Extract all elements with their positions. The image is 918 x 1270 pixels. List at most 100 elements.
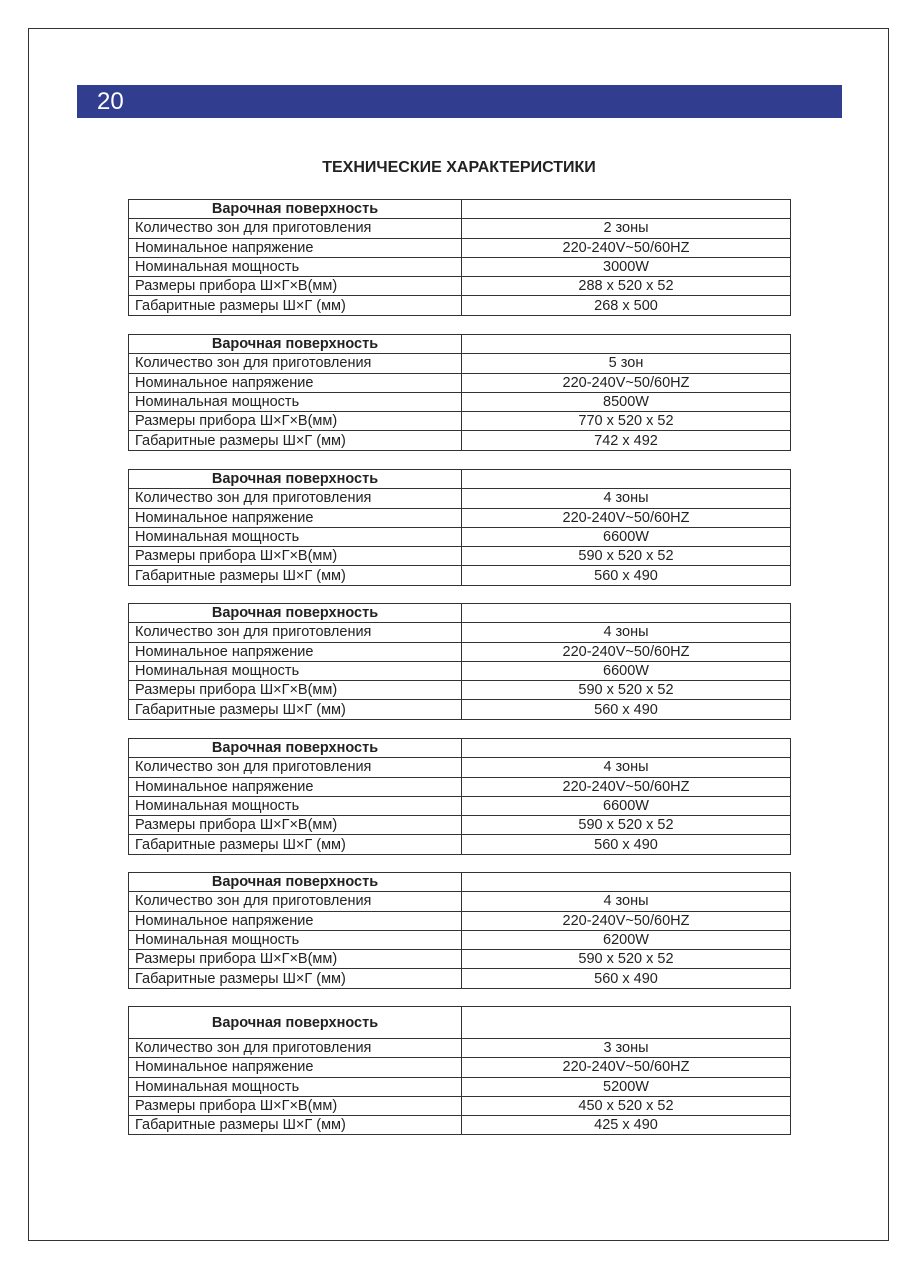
spec-value: 450 x 520 x 52: [461, 1095, 791, 1117]
spec-label: Номинальное напряжение: [128, 910, 462, 931]
table-header-row: Варочная поверхность: [128, 198, 791, 220]
spec-table: Варочная поверхность Количество зон для п…: [128, 198, 791, 316]
table-header-empty: [461, 602, 791, 624]
spec-table: Варочная поверхность Количество зон для п…: [128, 333, 791, 451]
table-header-empty: [461, 468, 791, 490]
spec-value: 8500W: [461, 391, 791, 413]
spec-label: Номинальная мощность: [128, 660, 462, 682]
table-row: Габаритные размеры Ш×Г (мм) 560 x 490: [128, 699, 791, 720]
spec-label: Габаритные размеры Ш×Г (мм): [128, 430, 462, 451]
spec-label: Количество зон для приготовления: [128, 488, 462, 509]
table-header-empty: [461, 333, 791, 355]
spec-value: 560 x 490: [461, 968, 791, 989]
spec-label: Номинальная мощность: [128, 929, 462, 951]
spec-label: Номинальное напряжение: [128, 372, 462, 393]
table-header-empty: [461, 198, 791, 220]
spec-table: Варочная поверхность Количество зон для п…: [128, 602, 791, 720]
page-header-band: 20: [77, 85, 842, 118]
table-row: Габаритные размеры Ш×Г (мм) 560 x 490: [128, 565, 791, 586]
spec-value: 220-240V~50/60HZ: [461, 641, 791, 662]
spec-value: 220-240V~50/60HZ: [461, 507, 791, 528]
spec-value: 288 x 520 x 52: [461, 276, 791, 297]
page-border: [28, 28, 889, 1241]
table-row: Количество зон для приготовления 4 зоны: [128, 891, 791, 912]
table-header: Варочная поверхность: [128, 333, 462, 355]
spec-value: 742 x 492: [461, 430, 791, 451]
spec-value: 6600W: [461, 795, 791, 817]
spec-label: Размеры прибора Ш×Г×В(мм): [128, 815, 462, 836]
spec-label: Количество зон для приготовления: [128, 218, 462, 239]
spec-label: Размеры прибора Ш×Г×В(мм): [128, 680, 462, 701]
table-row: Количество зон для приготовления 4 зоны: [128, 488, 791, 509]
spec-label: Номинальная мощность: [128, 526, 462, 548]
spec-value: 560 x 490: [461, 565, 791, 586]
table-row: Габаритные размеры Ш×Г (мм) 742 x 492: [128, 430, 791, 451]
spec-label: Номинальное напряжение: [128, 776, 462, 797]
table-row: Размеры прибора Ш×Г×В(мм) 590 x 520 x 52: [128, 546, 791, 567]
spec-table: Варочная поверхность Количество зон для п…: [128, 871, 791, 989]
table-row: Номинальная мощность 3000W: [128, 256, 791, 278]
table-row: Количество зон для приготовления 4 зоны: [128, 757, 791, 778]
spec-label: Габаритные размеры Ш×Г (мм): [128, 968, 462, 989]
table-row: Габаритные размеры Ш×Г (мм) 560 x 490: [128, 968, 791, 989]
spec-value: 4 зоны: [461, 622, 791, 643]
table-row: Номинальная мощность 6600W: [128, 795, 791, 817]
spec-value: 6200W: [461, 929, 791, 951]
table-row: Номинальное напряжение 220-240V~50/60HZ: [128, 910, 791, 931]
spec-label: Размеры прибора Ш×Г×В(мм): [128, 546, 462, 567]
table-row: Номинальная мощность 6200W: [128, 929, 791, 951]
table-row: Номинальное напряжение 220-240V~50/60HZ: [128, 1057, 791, 1078]
table-row: Размеры прибора Ш×Г×В(мм) 590 x 520 x 52: [128, 949, 791, 970]
table-row: Количество зон для приготовления 5 зон: [128, 353, 791, 374]
page-number: 20: [97, 88, 124, 115]
table-row: Номинальное напряжение 220-240V~50/60HZ: [128, 776, 791, 797]
spec-value: 2 зоны: [461, 218, 791, 239]
spec-label: Номинальная мощность: [128, 1076, 462, 1097]
spec-label: Номинальная мощность: [128, 256, 462, 278]
spec-label: Размеры прибора Ш×Г×В(мм): [128, 411, 462, 432]
spec-value: 770 x 520 x 52: [461, 411, 791, 432]
table-header-row: Варочная поверхность: [128, 602, 791, 624]
spec-value: 220-240V~50/60HZ: [461, 910, 791, 931]
spec-value: 560 x 490: [461, 834, 791, 855]
spec-value: 220-240V~50/60HZ: [461, 1057, 791, 1078]
spec-label: Габаритные размеры Ш×Г (мм): [128, 565, 462, 586]
table-header: Варочная поверхность: [128, 871, 462, 893]
spec-label: Количество зон для приготовления: [128, 891, 462, 912]
spec-value: 3000W: [461, 256, 791, 278]
spec-label: Габаритные размеры Ш×Г (мм): [128, 295, 462, 316]
spec-label: Номинальное напряжение: [128, 237, 462, 258]
spec-value: 6600W: [461, 526, 791, 548]
spec-value: 268 x 500: [461, 295, 791, 316]
spec-label: Размеры прибора Ш×Г×В(мм): [128, 1095, 462, 1117]
table-row: Габаритные размеры Ш×Г (мм) 425 x 490: [128, 1115, 791, 1136]
page-title: ТЕХНИЧЕСКИЕ ХАРАКТЕРИСТИКИ: [322, 159, 596, 176]
table-row: Номинальное напряжение 220-240V~50/60HZ: [128, 372, 791, 393]
spec-value: 4 зоны: [461, 488, 791, 509]
table-row: Размеры прибора Ш×Г×В(мм) 590 x 520 x 52: [128, 815, 791, 836]
spec-value: 425 x 490: [461, 1115, 791, 1136]
spec-table: Варочная поверхность Количество зон для п…: [128, 737, 791, 855]
table-row: Размеры прибора Ш×Г×В(мм) 590 x 520 x 52: [128, 680, 791, 701]
table-row: Номинальная мощность 5200W: [128, 1076, 791, 1097]
spec-value: 6600W: [461, 660, 791, 682]
table-row: Номинальное напряжение 220-240V~50/60HZ: [128, 237, 791, 258]
spec-label: Габаритные размеры Ш×Г (мм): [128, 834, 462, 855]
spec-value: 590 x 520 x 52: [461, 546, 791, 567]
table-header-row: Варочная поверхность: [128, 737, 791, 759]
table-header: Варочная поверхность: [128, 737, 462, 759]
spec-value: 590 x 520 x 52: [461, 949, 791, 970]
table-row: Номинальное напряжение 220-240V~50/60HZ: [128, 641, 791, 662]
spec-value: 3 зоны: [461, 1037, 791, 1059]
spec-value: 560 x 490: [461, 699, 791, 720]
table-row: Размеры прибора Ш×Г×В(мм) 288 x 520 x 52: [128, 276, 791, 297]
spec-label: Габаритные размеры Ш×Г (мм): [128, 699, 462, 720]
spec-value: 590 x 520 x 52: [461, 815, 791, 836]
table-header: Варочная поверхность: [128, 1006, 462, 1039]
spec-value: 590 x 520 x 52: [461, 680, 791, 701]
spec-value: 4 зоны: [461, 757, 791, 778]
table-header-empty: [461, 737, 791, 759]
spec-value: 4 зоны: [461, 891, 791, 912]
table-header-row: Варочная поверхность: [128, 468, 791, 490]
spec-label: Размеры прибора Ш×Г×В(мм): [128, 949, 462, 970]
